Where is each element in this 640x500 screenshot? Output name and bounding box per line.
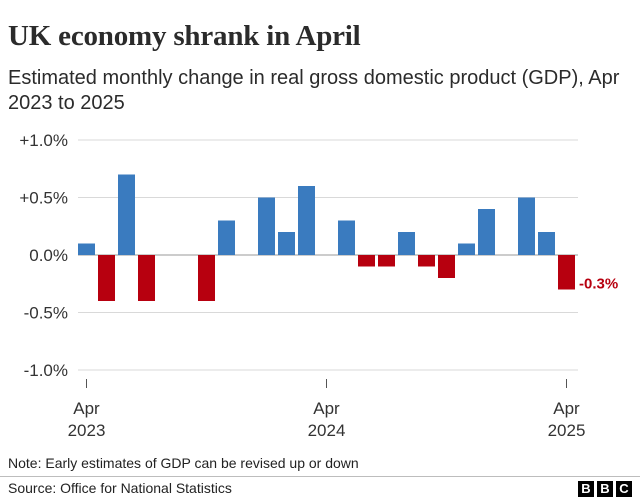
footnote: Note: Early estimates of GDP can be revi… — [8, 455, 359, 471]
bar — [518, 197, 535, 255]
bar — [378, 255, 395, 267]
x-tick-label-year: 2023 — [68, 421, 106, 440]
logo-letter-b2: B — [597, 481, 613, 497]
bar — [458, 243, 475, 255]
chart-subtitle: Estimated monthly change in real gross d… — [8, 67, 620, 114]
y-tick-label: +0.5% — [19, 189, 68, 208]
source-text: Source: Office for National Statistics — [8, 480, 232, 496]
bar — [258, 197, 275, 255]
y-tick-label: 0.0% — [29, 246, 68, 265]
x-tick-label-month: Apr — [73, 399, 100, 418]
bar — [118, 174, 135, 255]
logo-letter-c: C — [616, 481, 632, 497]
x-tick-label-month: Apr — [313, 399, 340, 418]
bar — [358, 255, 375, 267]
bar — [98, 255, 115, 301]
bar — [558, 255, 575, 290]
footer-divider — [0, 476, 640, 477]
chart-title: UK economy shrank in April — [8, 20, 361, 52]
y-tick-label: -0.5% — [24, 304, 68, 323]
y-tick-label: +1.0% — [19, 131, 68, 150]
bar — [538, 232, 555, 255]
bar — [218, 220, 235, 255]
bar — [298, 186, 315, 255]
x-tick-label-year: 2024 — [308, 421, 346, 440]
bar — [278, 232, 295, 255]
x-tick-label-year: 2025 — [548, 421, 586, 440]
bar-chart: +1.0% +0.5% 0.0% -0.5% -1.0% Apr 2023 Apr 2024 Ap… — [19, 131, 618, 440]
bar — [138, 255, 155, 301]
bar — [418, 255, 435, 267]
y-tick-label: -1.0% — [24, 361, 68, 380]
x-tick-label-month: Apr — [553, 399, 580, 418]
bar — [78, 243, 95, 255]
logo-letter-b1: B — [578, 481, 594, 497]
data-label-latest: -0.3% — [579, 276, 618, 293]
bbc-logo: B B C — [578, 481, 632, 497]
bar — [338, 220, 355, 255]
bar — [198, 255, 215, 301]
bar — [398, 232, 415, 255]
bar — [438, 255, 455, 278]
bar — [478, 209, 495, 255]
